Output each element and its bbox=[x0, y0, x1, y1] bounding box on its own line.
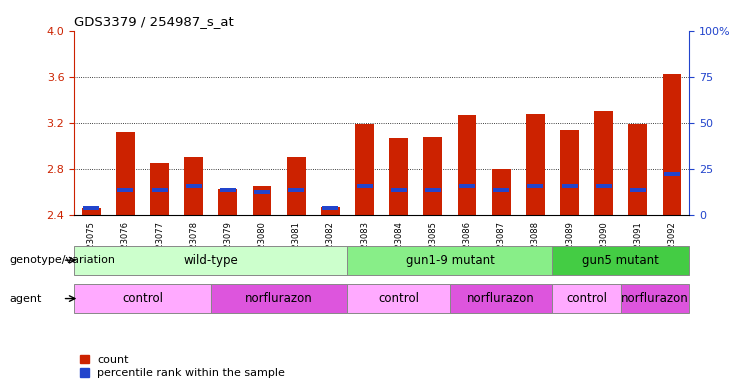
FancyBboxPatch shape bbox=[621, 284, 689, 313]
Text: control: control bbox=[122, 292, 163, 305]
Bar bbox=[150, 163, 169, 215]
Text: control: control bbox=[378, 292, 419, 305]
FancyBboxPatch shape bbox=[210, 284, 348, 313]
Bar bbox=[662, 74, 682, 215]
Text: norflurazon: norflurazon bbox=[245, 292, 313, 305]
Bar bbox=[287, 157, 305, 215]
Bar bbox=[356, 184, 373, 188]
FancyBboxPatch shape bbox=[553, 284, 621, 313]
Bar bbox=[528, 184, 543, 188]
Bar bbox=[425, 188, 441, 192]
Bar bbox=[594, 111, 613, 215]
Bar bbox=[254, 190, 270, 194]
Bar bbox=[355, 124, 374, 215]
Bar bbox=[423, 137, 442, 215]
Bar bbox=[526, 114, 545, 215]
Bar bbox=[288, 188, 305, 192]
Text: control: control bbox=[566, 292, 607, 305]
Bar bbox=[185, 157, 203, 215]
Text: norflurazon: norflurazon bbox=[468, 292, 535, 305]
Text: gun1-9 mutant: gun1-9 mutant bbox=[405, 254, 494, 266]
Text: agent: agent bbox=[10, 294, 42, 304]
Text: GDS3379 / 254987_s_at: GDS3379 / 254987_s_at bbox=[74, 15, 234, 28]
FancyBboxPatch shape bbox=[348, 284, 450, 313]
Bar bbox=[83, 206, 99, 210]
Bar bbox=[458, 115, 476, 215]
Bar bbox=[560, 130, 579, 215]
Text: norflurazon: norflurazon bbox=[621, 292, 689, 305]
Legend: count, percentile rank within the sample: count, percentile rank within the sample bbox=[79, 355, 285, 379]
Text: gun5 mutant: gun5 mutant bbox=[582, 254, 659, 266]
FancyBboxPatch shape bbox=[553, 246, 689, 275]
Bar bbox=[117, 188, 133, 192]
Bar bbox=[391, 188, 407, 192]
Text: wild-type: wild-type bbox=[184, 254, 238, 266]
Text: genotype/variation: genotype/variation bbox=[10, 255, 116, 265]
FancyBboxPatch shape bbox=[74, 284, 210, 313]
Bar bbox=[116, 132, 135, 215]
Bar bbox=[220, 188, 236, 192]
Bar bbox=[562, 184, 577, 188]
Bar bbox=[322, 206, 339, 210]
Bar bbox=[628, 124, 648, 215]
FancyBboxPatch shape bbox=[450, 284, 553, 313]
Bar bbox=[253, 186, 271, 215]
Bar bbox=[82, 208, 101, 215]
Bar bbox=[219, 189, 237, 215]
Bar bbox=[459, 184, 475, 188]
Bar bbox=[321, 207, 340, 215]
Bar bbox=[389, 138, 408, 215]
FancyBboxPatch shape bbox=[74, 246, 348, 275]
Bar bbox=[596, 184, 612, 188]
Bar bbox=[186, 184, 202, 188]
Bar bbox=[494, 188, 509, 192]
Bar bbox=[664, 172, 680, 175]
Bar bbox=[492, 169, 511, 215]
Bar bbox=[630, 188, 646, 192]
Bar bbox=[151, 188, 167, 192]
FancyBboxPatch shape bbox=[348, 246, 553, 275]
